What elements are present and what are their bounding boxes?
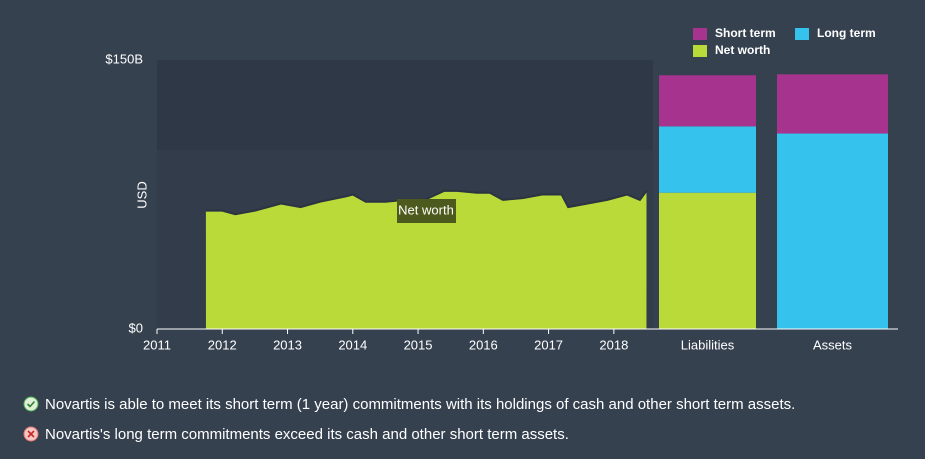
note-text: Novartis's long term commitments exceed … [45,426,569,443]
y-axis-label: USD [134,181,149,208]
x-tick-label: 2014 [338,337,367,352]
plot: $0 $150B 2011 2012 2013 2014 2015 2016 2017 2018 L… [105,26,888,352]
net-worth-line [205,189,648,216]
legend-swatch [693,28,707,40]
note-text: Novartis is able to meet its short term … [45,396,795,413]
cross-mark [27,430,35,438]
y-tick-label: $150B [105,51,143,66]
annotation-box [397,199,456,223]
note-2: Novartis's long term commitments exceed … [23,426,569,443]
x-tick-label: 2018 [599,337,628,352]
x-tick-label: 2015 [404,337,433,352]
x-tick-label: Assets [813,337,853,352]
x-tick-label: 2011 [143,337,171,352]
x-tick-label: Liabilities [681,337,735,352]
note-1: Novartis is able to meet its short term … [23,396,795,413]
net-worth-area [205,190,647,329]
legend-swatch [795,28,809,40]
bar-segment [777,74,888,134]
legend-label: Long term [817,26,876,40]
check-mark [26,400,36,408]
annotation-text: Net worth [398,202,454,217]
plot-band [157,60,653,150]
bar-segment [659,75,756,127]
legend-swatch [693,45,707,57]
bar-segment [777,133,888,329]
legend-label: Short term [715,26,776,40]
x-tick-label: 2012 [208,337,237,352]
pass-icon [23,396,39,412]
x-tick-label: 2016 [469,337,498,352]
y-tick-label: $0 [129,320,143,335]
x-tick-label: 2017 [534,337,563,352]
bar-segment [659,126,756,193]
annotation: Net worth [397,199,456,223]
x-tick-label: 2013 [273,337,302,352]
bar-segment [659,192,756,329]
legend-label: Net worth [715,43,770,57]
